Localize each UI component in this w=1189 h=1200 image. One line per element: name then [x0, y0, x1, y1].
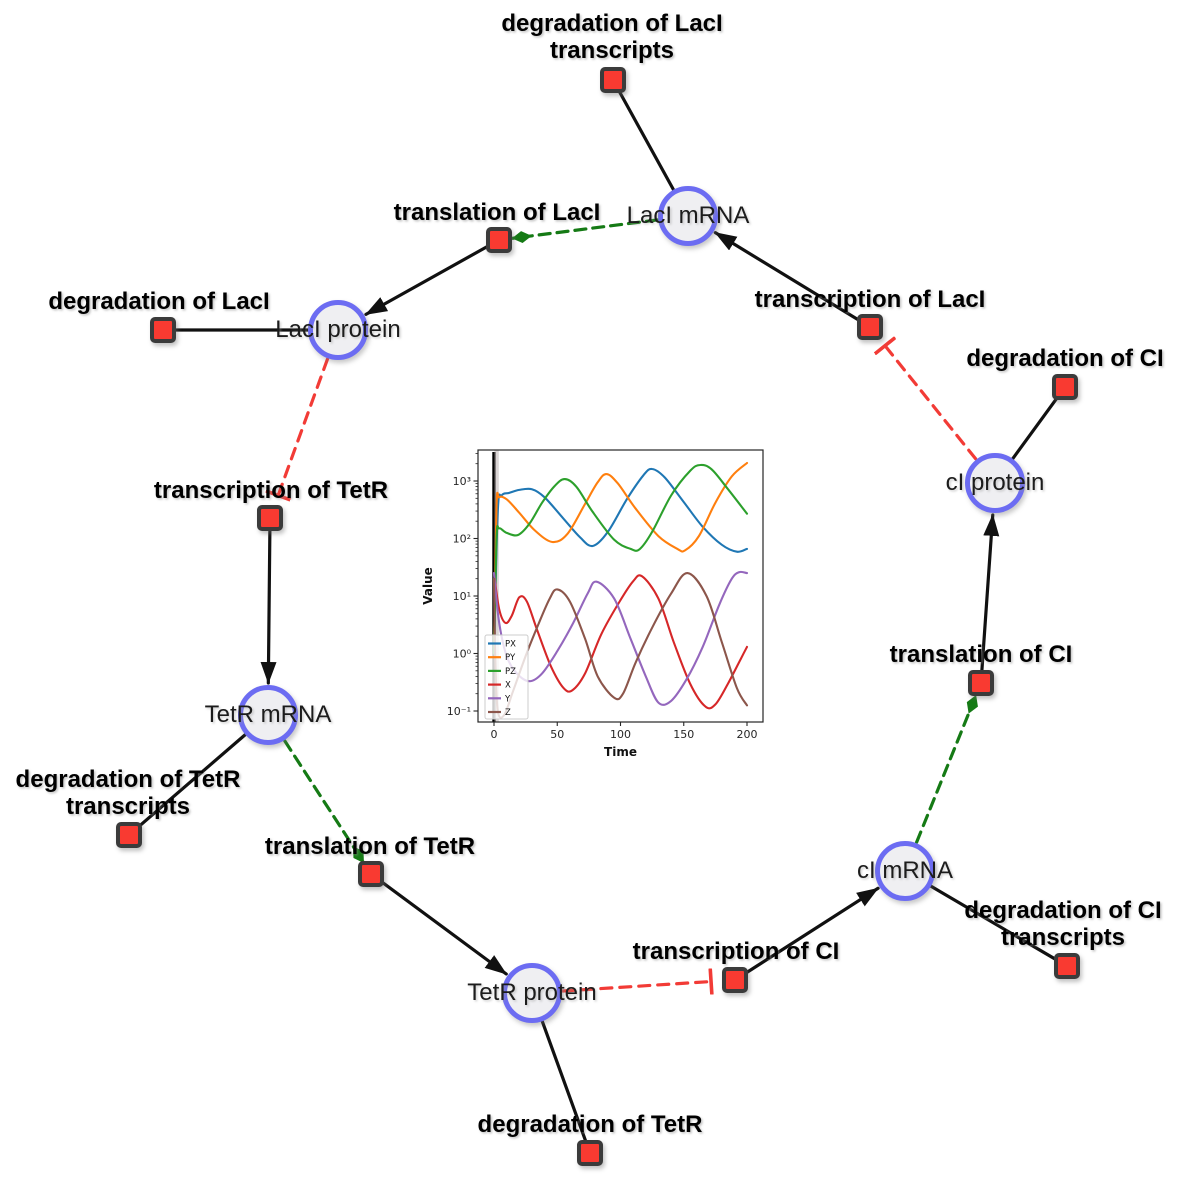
- edge-consumption-tetr-protein-deg-tetr: [540, 1019, 588, 1145]
- y-tick-label: 10¹: [453, 590, 471, 603]
- legend-label-X: X: [505, 681, 511, 691]
- edge-modifier-laci-mrna-translation-laci: [511, 218, 659, 244]
- y-tick-label: 10³: [453, 475, 471, 488]
- inset-chart: 0 50 100 150 20010³10²10¹10⁰10⁻¹TimeValuePXP…: [418, 430, 778, 770]
- edge-consumption-laci-mrna-deg-laci-transcripts: [616, 88, 676, 192]
- edge-inhibition-laci-protein-transcription-tetr: [278, 357, 330, 495]
- edge-production-transcription-ci-ci-mrna: [741, 886, 880, 977]
- y-tick-label: 10⁰: [453, 648, 472, 661]
- x-tick-label: 0: [491, 728, 498, 741]
- x-tick-label: 100: [610, 728, 631, 741]
- x-tick-label: 200: [737, 728, 758, 741]
- edge-modifier-ci-mrna-translation-ci: [915, 694, 978, 844]
- legend-label-PZ: PZ: [505, 667, 516, 677]
- x-tick-label: 50: [550, 728, 564, 741]
- edge-inhibition-tetr-protein-transcription-ci: [561, 982, 711, 991]
- y-tick-label: 10²: [453, 533, 471, 546]
- edge-production-translation-ci-ci-protein: [980, 513, 1000, 675]
- x-tick-label: 150: [673, 728, 694, 741]
- edge-production-transcription-laci-laci-mrna: [713, 231, 864, 324]
- edge-production-translation-laci-laci-protein: [364, 243, 492, 316]
- legend-label-Z: Z: [505, 708, 511, 718]
- series-line-X: [492, 572, 749, 710]
- edge-consumption-ci-protein-deg-ci: [1011, 394, 1061, 461]
- y-tick-label: 10⁻¹: [447, 705, 471, 718]
- chart-legend: PX PY PZ XYZ: [484, 634, 529, 720]
- chart-y-axis-label: Value: [421, 567, 435, 605]
- legend-label-PX: PX: [505, 640, 516, 650]
- edge-consumption-ci-mrna-deg-ci-transcripts: [929, 884, 1060, 963]
- series-line-PZ: [492, 463, 749, 655]
- edge-consumption-tetr-mrna-deg-tetr-transcripts: [135, 733, 247, 830]
- chart-x-axis-label: Time: [604, 745, 637, 759]
- legend-label-PY: PY: [505, 653, 516, 663]
- series-line-PY: [492, 461, 749, 655]
- legend-label-Y: Y: [504, 694, 511, 704]
- series-line-PX: [492, 467, 749, 655]
- edge-modifier-tetr-mrna-translation-tetr: [283, 739, 365, 864]
- edge-production-translation-tetr-tetr-protein: [377, 878, 508, 976]
- edge-production-transcription-tetr-tetr-mrna: [260, 526, 277, 685]
- edge-inhibition-ci-protein-transcription-laci: [885, 346, 978, 461]
